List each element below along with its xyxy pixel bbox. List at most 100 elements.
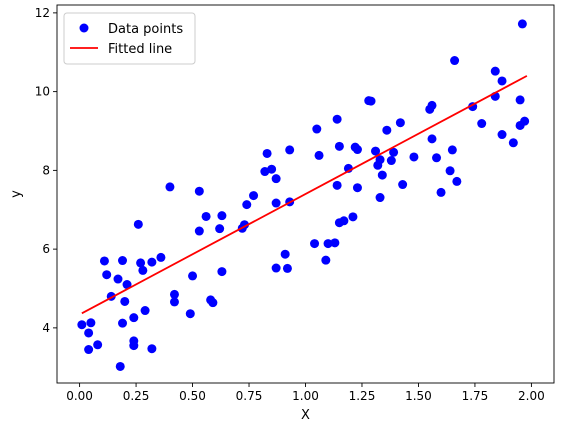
data-point-66 [352,183,362,193]
data-point-77 [395,118,405,128]
data-point-95 [508,138,518,148]
data-point-91 [490,66,500,76]
data-point-41 [260,167,270,177]
x-tick-label-5: 1.25 [349,389,376,403]
data-point-68 [366,96,376,106]
data-point-9 [118,256,128,266]
legend: Data points Fitted line [63,12,196,65]
x-axis: 0.00 0.25 0.50 0.75 1.00 1.25 1.50 1.75 2.00 [66,383,545,403]
data-point-36 [217,267,227,277]
data-point-27 [185,309,195,319]
legend-box [63,12,196,65]
data-point-69 [371,146,381,156]
data-point-96 [515,95,525,105]
fitted-line [81,75,528,315]
data-point-85 [445,166,455,176]
data-point-72 [375,193,385,203]
legend-label-data-points: Data points [108,22,183,37]
data-point-18 [136,258,146,268]
data-point-23 [156,252,166,262]
data-point-13 [122,280,132,290]
legend-label-fitted-line: Fitted line [108,42,172,57]
plot-marks [77,19,530,371]
data-point-40 [249,191,259,201]
data-point-82 [427,134,437,144]
data-point-16 [129,336,139,346]
data-point-93 [497,130,507,140]
data-point-65 [352,145,362,155]
data-point-6 [102,270,112,280]
data-point-1 [84,328,94,338]
data-point-45 [271,198,281,208]
data-point-34 [215,224,225,234]
legend-marker-data-points [79,23,89,33]
y-tick-label-2: 8 [42,163,50,177]
data-point-54 [321,255,331,265]
data-point-59 [334,141,344,151]
y-tick-label-4: 12 [35,6,50,20]
data-point-2 [86,318,96,328]
data-point-25 [169,297,179,307]
data-point-22 [147,257,157,267]
data-point-51 [310,239,320,249]
data-point-46 [271,263,281,273]
data-point-73 [377,170,387,180]
data-point-78 [398,180,408,190]
data-point-52 [312,124,322,134]
data-point-79 [409,152,419,162]
data-point-5 [99,256,109,266]
data-point-11 [115,361,125,371]
data-point-81 [427,100,437,110]
y-tick-label-3: 10 [35,85,50,99]
data-point-94 [497,76,507,86]
data-point-90 [477,119,487,129]
data-point-56 [330,238,340,248]
data-point-61 [339,216,349,226]
data-point-31 [201,211,211,221]
data-point-35 [217,211,227,221]
data-point-76 [389,147,399,157]
data-point-10 [118,318,128,328]
data-point-48 [282,263,292,273]
x-tick-label-2: 0.50 [179,389,206,403]
data-point-43 [267,164,277,174]
x-axis-label: X [301,408,310,423]
data-point-58 [332,114,342,124]
data-point-84 [436,187,446,197]
y-tick-label-0: 4 [42,321,50,335]
y-axis: 4 6 8 10 12 [35,6,57,335]
data-point-4 [93,340,103,350]
data-point-57 [332,180,342,190]
x-tick-label-1: 0.25 [123,389,150,403]
data-point-44 [271,174,281,184]
data-point-55 [323,239,333,249]
data-point-71 [375,155,385,165]
x-tick-label-4: 1.00 [292,389,319,403]
data-point-47 [280,249,290,259]
data-point-33 [208,298,218,308]
x-tick-label-6: 1.50 [405,389,432,403]
data-point-63 [348,212,358,222]
data-point-86 [447,145,457,155]
y-tick-label-1: 6 [42,242,50,256]
data-point-29 [194,226,204,236]
data-point-87 [450,56,460,66]
data-point-17 [133,219,143,229]
y-axis-label: y [9,190,24,198]
data-point-3 [84,345,94,355]
data-point-20 [140,306,150,316]
data-point-24 [165,182,175,192]
data-point-53 [314,150,324,160]
data-point-8 [113,274,123,284]
data-point-42 [262,148,272,158]
data-point-26 [169,289,179,299]
data-point-39 [242,200,252,210]
data-point-12 [120,296,130,306]
x-tick-label-0: 0.00 [66,389,93,403]
data-point-75 [386,156,396,166]
data-point-83 [432,153,442,163]
data-point-14 [129,313,139,323]
data-point-21 [147,344,157,354]
data-point-0 [77,320,87,330]
